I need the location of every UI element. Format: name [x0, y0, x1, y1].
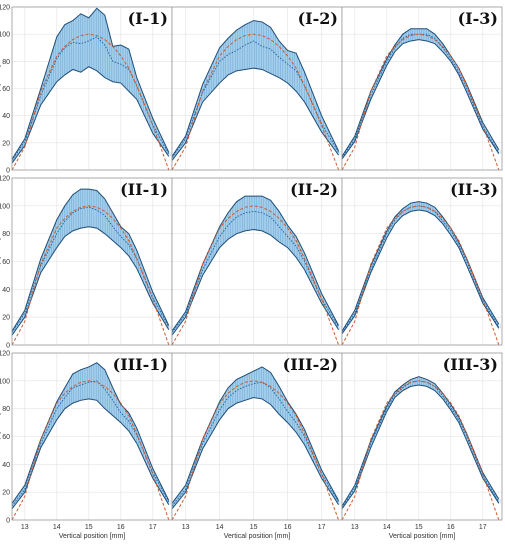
mean-velocity-line — [11, 206, 170, 333]
x-tick-label: 15 — [415, 524, 423, 531]
mean-velocity-line — [171, 210, 339, 333]
velocity-band — [12, 189, 169, 336]
panel-title: (II-1) — [120, 180, 168, 199]
panel-title: (II-2) — [290, 180, 338, 199]
y-tick-label: 40 — [2, 462, 10, 469]
panel-title: (I-3) — [458, 9, 498, 28]
x-axis-label: Vertical position [mm] — [59, 533, 126, 540]
x-tick-label: 13 — [182, 524, 190, 531]
panel-ii-1: (II-1) 0 20 40 60 80 100 120 Velocity [mm/s] — [0, 176, 173, 350]
panel-ii-3: (II-3) — [341, 177, 503, 346]
band-lower-edge — [341, 39, 500, 160]
panel-frame — [341, 177, 503, 346]
panel-title: (III-2) — [283, 355, 338, 374]
x-tick-label: 17 — [318, 524, 326, 531]
panel-title: (III-3) — [443, 355, 498, 374]
panel-title: (I-1) — [128, 9, 168, 28]
x-tick-label: 17 — [149, 524, 157, 531]
panel-frame — [341, 352, 503, 521]
panel-iii-2: (III-2) 13 14 15 16 17 Vertical position [mm] — [171, 352, 343, 540]
y-tick-label: 120 — [0, 351, 10, 358]
band-lower-edge — [11, 226, 170, 336]
y-tick-label: 100 — [0, 203, 10, 210]
x-tick-label: 15 — [85, 524, 93, 531]
y-tick-label: 80 — [2, 59, 10, 66]
y-tick-label: 80 — [2, 406, 10, 413]
reference-profile-line — [171, 380, 340, 521]
y-tick-label: 0 — [6, 168, 10, 175]
reference-profile-line — [11, 33, 170, 171]
velocity-band — [12, 362, 169, 509]
band-lower-edge — [171, 228, 340, 336]
mean-velocity-line — [341, 33, 500, 159]
x-tick-label: 14 — [216, 524, 224, 531]
band-upper-edge — [11, 188, 170, 332]
x-tick-label: 14 — [53, 524, 61, 531]
panel-i-2: (I-2) — [171, 6, 343, 171]
x-tick-label: 16 — [284, 524, 292, 531]
reference-profile-line — [11, 380, 170, 521]
y-tick-label: 100 — [0, 378, 10, 385]
band-lower-edge — [171, 67, 340, 161]
velocity-band — [172, 196, 339, 336]
band-upper-edge — [171, 20, 340, 157]
panel-title: (III-1) — [113, 355, 168, 374]
x-tick-label: 16 — [447, 524, 455, 531]
x-axis-label: Vertical position [mm] — [389, 533, 456, 540]
x-tick-label: 13 — [351, 524, 359, 531]
mean-velocity-line — [11, 380, 170, 507]
y-tick-label: 20 — [2, 315, 10, 322]
reference-profile-line — [341, 380, 500, 521]
reference-profile-line — [171, 205, 340, 346]
y-tick-label: 20 — [2, 140, 10, 147]
panel-i-3: (I-3) — [341, 6, 503, 171]
y-tick-label: 120 — [0, 5, 10, 12]
y-tick-label: 100 — [0, 32, 10, 39]
y-tick-label: 0 — [6, 518, 10, 525]
y-tick-label: 60 — [2, 86, 10, 93]
reference-profile-line — [341, 205, 500, 346]
panel-frame — [341, 6, 503, 171]
y-tick-label: 40 — [2, 113, 10, 120]
y-tick-label: 80 — [2, 231, 10, 238]
y-tick-label: 120 — [0, 176, 10, 183]
band-lower-edge — [341, 384, 500, 510]
y-tick-label: 60 — [2, 434, 10, 441]
band-lower-edge — [341, 209, 500, 335]
y-tick-label: 20 — [2, 490, 10, 497]
panel-ii-2: (II-2) — [171, 177, 343, 346]
x-tick-label: 15 — [250, 524, 258, 531]
band-lower-edge — [171, 397, 340, 510]
y-tick-label: 0 — [6, 343, 10, 350]
mean-velocity-line — [171, 381, 339, 507]
y-tick-label: 60 — [2, 259, 10, 266]
mean-velocity-line — [171, 40, 339, 159]
band-lower-edge — [11, 66, 170, 164]
x-axis-label: Vertical position [mm] — [224, 533, 291, 540]
y-axis-label: Velocity [mm/s] — [0, 413, 1, 460]
reference-profile-line — [11, 205, 170, 346]
panel-title: (I-2) — [298, 9, 338, 28]
reference-profile-line — [171, 33, 340, 171]
panel-title: (II-3) — [450, 180, 498, 199]
reference-profile-line — [341, 33, 500, 171]
x-tick-label: 14 — [383, 524, 391, 531]
panel-iii-3: (III-3) 13 14 15 16 17 Vertical position [mm] — [341, 352, 503, 540]
band-lower-edge — [11, 398, 170, 510]
band-upper-edge — [11, 7, 170, 160]
y-axis-label: Velocity [mm/s] — [0, 65, 1, 112]
y-tick-label: 40 — [2, 287, 10, 294]
x-tick-label: 16 — [117, 524, 125, 531]
x-tick-label: 13 — [21, 524, 29, 531]
panel-iii-1: (III-1) 0 20 40 60 80 100 120 Velocity [mm/s] 13 1… — [0, 351, 173, 540]
x-tick-label: 17 — [479, 524, 487, 531]
panel-i-1: (I-1) 0 20 40 60 80 100 120 Velocity [mm/s] — [0, 5, 173, 175]
mean-velocity-line — [11, 36, 170, 161]
y-axis-label: Velocity [mm/s] — [0, 238, 1, 285]
